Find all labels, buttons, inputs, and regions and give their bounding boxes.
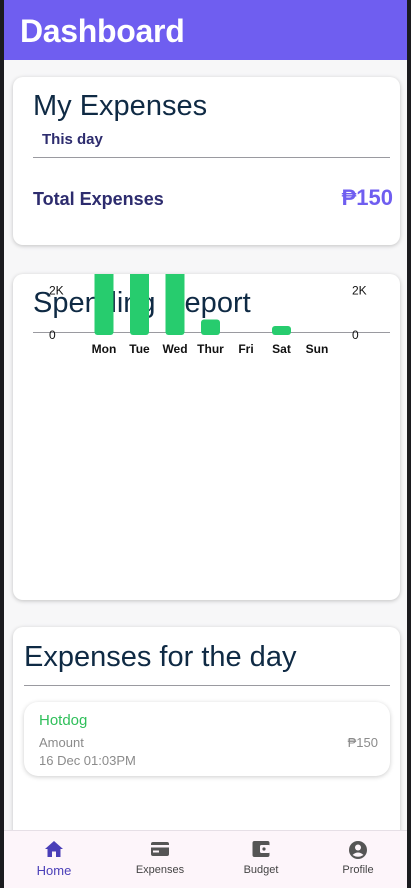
nav-profile[interactable]: Profile (308, 831, 407, 888)
home-icon (45, 841, 63, 857)
app-screen: Dashboard My Expenses This day Total Exp… (4, 0, 407, 888)
total-expenses-label: Total Expenses (33, 189, 164, 209)
page-title: Dashboard (20, 13, 185, 49)
my-expenses-card: My Expenses This day Total Expenses ₱150 (13, 77, 400, 245)
nav-home[interactable]: Home (4, 831, 104, 888)
expense-item-amount: ₱150 (347, 735, 378, 750)
x-tick-label: Sun (306, 342, 329, 356)
x-tick-label: Fri (238, 342, 253, 356)
y-tick-label-left: 2K (49, 284, 64, 298)
spending-bar-chart: 002K2K4K4K6K6K8K8K9K9KMonTueWedThurFriSa… (49, 274, 367, 356)
x-tick-label: Tue (129, 342, 150, 356)
x-tick-label: Mon (92, 342, 117, 356)
nav-expenses[interactable]: Expenses (110, 831, 210, 888)
nav-profile-label: Profile (342, 864, 374, 876)
wallet-icon (252, 841, 270, 857)
y-tick-label-right: 0 (352, 328, 359, 342)
expense-item-name: Hotdog (39, 712, 88, 729)
period-label: This day (42, 131, 103, 148)
dashboard-content[interactable]: My Expenses This day Total Expenses ₱150… (4, 60, 407, 830)
bar-wed (165, 274, 185, 335)
bar-tue (130, 274, 149, 335)
profile-icon (349, 841, 367, 859)
x-tick-label: Thur (197, 342, 224, 356)
expenses-for-day-title: Expenses for the day (24, 641, 297, 673)
bar-thur (201, 319, 220, 335)
x-tick-label: Sat (272, 342, 291, 356)
divider (24, 685, 390, 686)
nav-home-label: Home (36, 863, 72, 878)
nav-budget-label: Budget (243, 864, 279, 876)
spending-report-card: Spending Report 002K2K4K4K6K6K8K8K9K9KMo… (13, 274, 400, 600)
app-bar: Dashboard (4, 0, 407, 60)
expense-item-date: 16 Dec 01:03PM (39, 753, 136, 768)
nav-budget[interactable]: Budget (211, 831, 311, 888)
divider (33, 157, 390, 158)
x-tick-label: Wed (162, 342, 187, 356)
expense-item[interactable]: Hotdog Amount ₱150 16 Dec 01:03PM (24, 702, 390, 776)
bar-sat (272, 326, 291, 335)
total-expenses-value: ₱150 (341, 185, 393, 210)
expense-item-amount-label: Amount (39, 735, 84, 750)
nav-expenses-label: Expenses (135, 864, 185, 876)
expenses-icon (151, 842, 169, 856)
expenses-for-day-card: Expenses for the day Hotdog Amount ₱150 … (13, 627, 400, 830)
bar-mon (94, 274, 114, 335)
y-tick-label-right: 2K (352, 284, 367, 298)
my-expenses-title: My Expenses (33, 90, 208, 122)
bottom-navigation: Home Expenses Budget Profile (4, 830, 407, 888)
y-tick-label-left: 0 (49, 328, 56, 342)
